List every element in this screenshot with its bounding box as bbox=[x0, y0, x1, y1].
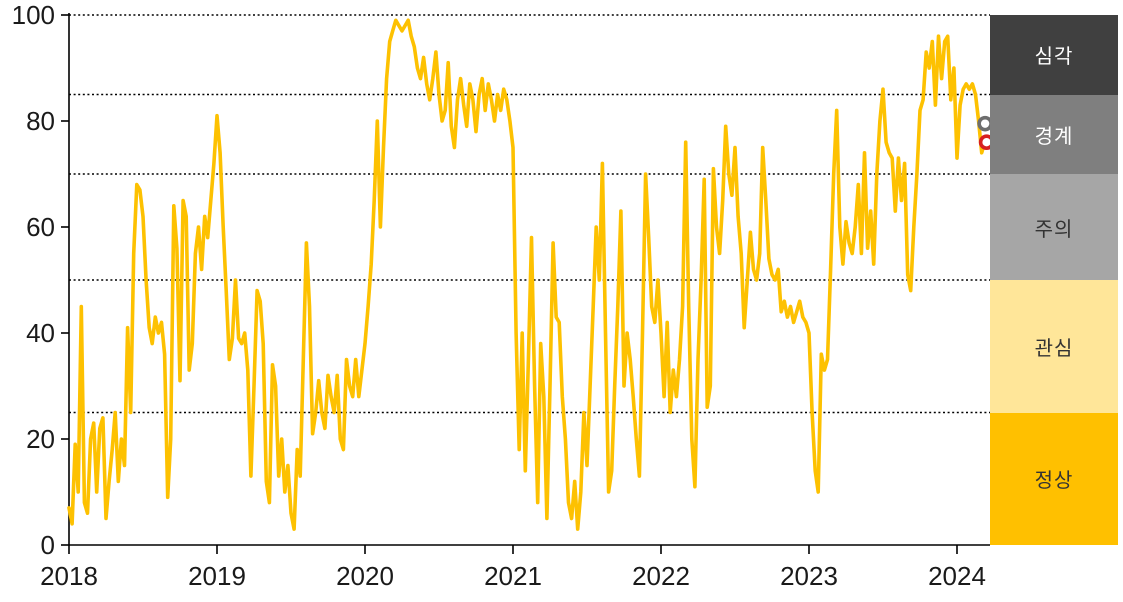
risk-index-line bbox=[67, 18, 987, 531]
marker-red-circle bbox=[978, 134, 995, 150]
y-tick-label: 0 bbox=[41, 530, 55, 560]
x-tick-label: 2022 bbox=[632, 561, 690, 591]
x-tick-label: 2018 bbox=[40, 561, 98, 591]
y-tick-label: 80 bbox=[26, 106, 55, 136]
y-tick-label: 20 bbox=[26, 424, 55, 454]
marker-gray-circle bbox=[977, 115, 993, 132]
x-tick-label: 2023 bbox=[780, 561, 838, 591]
x-tick-label: 2020 bbox=[336, 561, 394, 591]
y-tick-label: 100 bbox=[12, 0, 55, 30]
y-tick-label: 60 bbox=[26, 212, 55, 242]
x-tick-label: 2019 bbox=[188, 561, 246, 591]
y-tick-label: 40 bbox=[26, 318, 55, 348]
x-tick-label: 2024 bbox=[928, 561, 986, 591]
x-tick-label: 2021 bbox=[484, 561, 542, 591]
